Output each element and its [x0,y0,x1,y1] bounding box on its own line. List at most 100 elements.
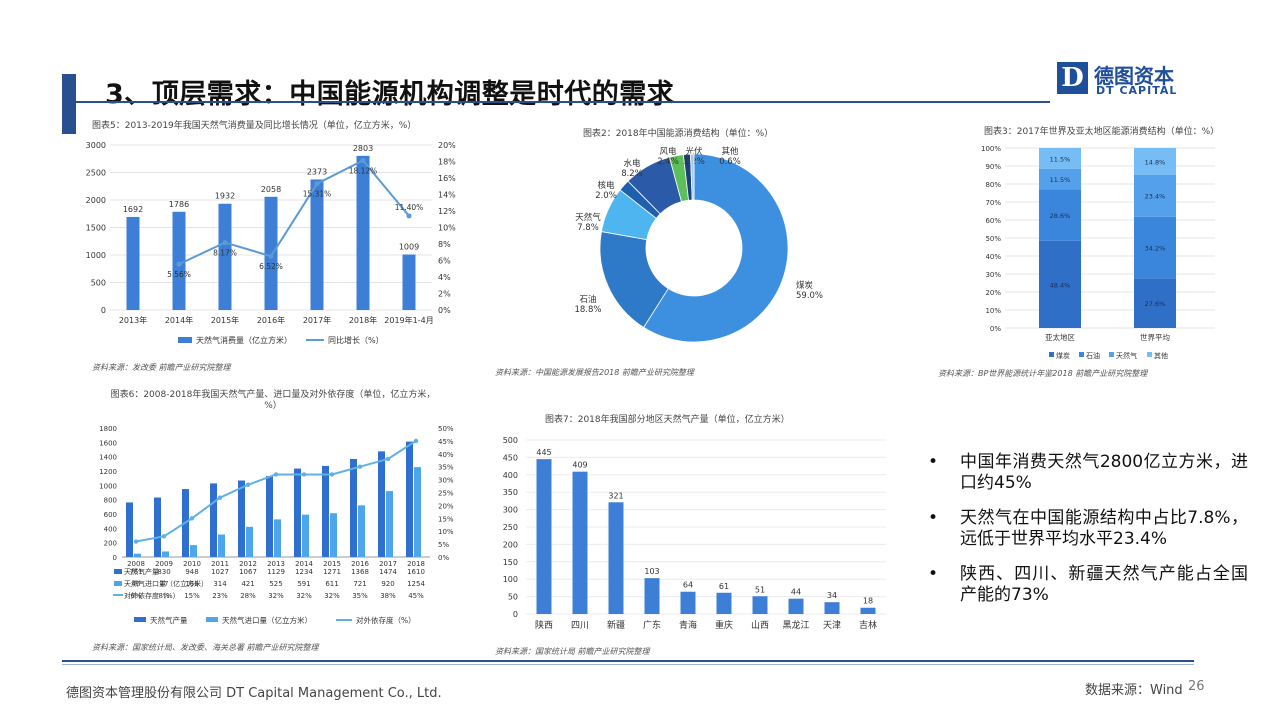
table-cell: 28% [240,592,256,600]
table-cell: 6% [130,592,141,600]
bar-data-label: 61 [719,582,729,591]
stacked-segment [1039,148,1081,169]
bar-production [154,497,161,557]
table-cell: 32% [268,592,284,600]
table-cell: 35% [352,592,368,600]
y-tick-label: 2000 [86,196,106,205]
y2-tick-label: 15% [438,515,454,523]
table-cell: 166 [185,580,199,588]
bar-import [218,534,225,557]
table-cell: 1254 [407,580,425,588]
chart7-source: 资料来源：国家统计局 前瞻产业研究院整理 [495,647,650,656]
y-tick-label: 50 [508,593,518,602]
bar-production [294,468,301,557]
y2-tick-label: 5% [438,541,449,549]
y2-tick-label: 16% [438,174,456,183]
segment-data-label: 48.4% [1050,281,1071,289]
y2-tick-label: 20% [438,502,454,510]
bar [860,607,876,614]
y-tick-label: 60% [985,217,1001,225]
y-tick-label: 30% [985,271,1001,279]
bar-import [134,553,141,557]
bar-import [358,505,365,557]
key-point: • 中国年消费天然气2800亿立方米，进口约45% [928,452,1248,493]
growth-data-label: 11.40% [395,203,424,212]
bar-data-label: 2803 [353,144,373,153]
bar-data-label: 34 [827,591,837,600]
legend-swatch [134,617,146,622]
y2-tick-label: 14% [438,191,456,200]
y-tick-label: 90% [985,163,1001,171]
stacked-segment [1134,216,1176,279]
x-tick-label: 2018 [407,560,425,568]
y-tick-label: 1000 [86,251,106,260]
y2-tick-label: 25% [438,490,454,498]
y-tick-label: 3000 [86,141,106,150]
growth-point [222,240,228,246]
bar-import [246,526,253,557]
logo-icon: D [1057,62,1088,94]
y-tick-label: 250 [503,523,518,532]
y-tick-label: 2500 [86,169,106,178]
bar-production [350,458,357,557]
stacked-segment [1039,189,1081,241]
chart7-title: 图表7：2018年我国部分地区天然气产量（单位，亿立方米） [545,415,790,425]
y2-tick-label: 40% [438,451,454,459]
bar-production [378,451,385,557]
table-swatch [114,569,122,574]
table-cell: 761 [129,568,142,576]
y-tick-label: 1600 [99,439,117,447]
stacked-segment [1039,240,1081,328]
table-cell: 611 [325,580,338,588]
table-cell: 8% [158,592,169,600]
logo-text-cn: 德图资本 [1094,64,1174,88]
y-tick-label: 500 [503,436,518,445]
x-tick-label: 2017年 [303,315,331,325]
slice-label: 风电 [659,146,677,157]
footer-company: 德图资本管理股份有限公司 DT Capital Management Co., … [66,686,442,701]
bar-data-label: 18 [863,597,873,606]
y2-tick-label: 10% [438,528,454,536]
x-tick-label: 2015 [323,560,341,568]
x-tick-label: 陕西 [535,619,553,631]
legend-label: 天然气进口量（亿立方米） [222,615,312,625]
table-cell: 1610 [407,568,425,576]
bar [824,602,840,614]
chart3-svg: 0% 10% 20% 30% 40% 50% 60% 70% 80% 90% 100% 48.4% 28… [981,145,1215,360]
table-row-label: 天然气进口量（亿立方米） [124,579,208,588]
bar-production [266,476,273,557]
slice-label: 煤炭 [796,280,814,291]
bar-import [302,514,309,557]
bar [356,155,370,310]
y-tick-label: 350 [503,488,518,497]
bar-data-label: 64 [683,581,693,590]
logo-text-en: DT CAPITAL [1096,84,1178,97]
y-tick-label: 70% [985,199,1001,207]
y-tick-label: 0% [990,325,1001,333]
legend-label: 煤炭 [1056,351,1070,360]
bar-data-label: 1932 [215,192,235,201]
slice-label: 石油 [579,294,596,305]
legend-label: 石油 [1086,351,1100,360]
y-tick-label: 100 [503,575,518,584]
key-points-list: • 中国年消费天然气2800亿立方米，进口约45% • 天然气在中国能源结构中占比7… [928,452,1248,620]
bar [264,196,278,310]
legend-swatch [206,617,218,622]
y-tick-label: 300 [503,506,518,515]
bar-data-label: 1786 [169,200,189,209]
x-tick-label: 2016 [351,560,369,568]
x-tick-label: 2011 [211,560,229,568]
table-cell: 1474 [379,568,397,576]
table-cell: 591 [297,580,310,588]
bar [572,471,588,614]
y2-tick-label: 6% [438,257,451,266]
x-tick-label: 2014 [295,560,313,568]
legend-label: 天然气产量 [150,615,188,625]
slice-value-label: 0.6% [719,157,741,167]
y-tick-label: 200 [503,540,518,549]
segment-data-label: 28.6% [1050,212,1071,220]
x-tick-label: 天津 [823,620,841,631]
table-cell: 23% [212,592,228,600]
legend-swatch [1049,352,1054,357]
bar-import [190,545,197,557]
